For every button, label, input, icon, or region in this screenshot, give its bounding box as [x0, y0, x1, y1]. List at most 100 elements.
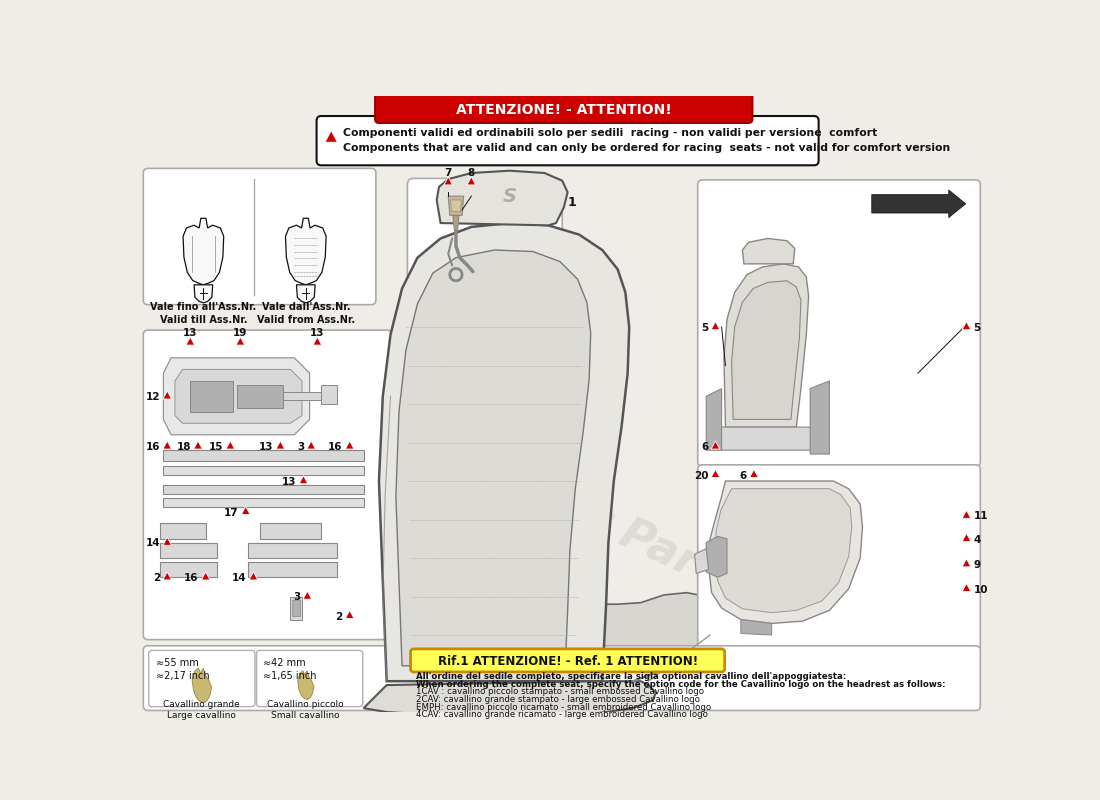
Text: Vale dall'Ass.Nr.
Valid from Ass.Nr.: Vale dall'Ass.Nr. Valid from Ass.Nr. — [256, 302, 355, 325]
Polygon shape — [194, 441, 202, 449]
Polygon shape — [871, 190, 966, 218]
FancyBboxPatch shape — [407, 178, 562, 298]
Polygon shape — [711, 441, 719, 449]
Text: 3: 3 — [294, 592, 300, 602]
Polygon shape — [449, 196, 464, 215]
FancyBboxPatch shape — [143, 168, 376, 305]
Polygon shape — [345, 610, 354, 618]
Text: 13: 13 — [282, 477, 297, 486]
Polygon shape — [437, 170, 568, 226]
Polygon shape — [741, 619, 772, 635]
Text: Passion for Parts: Passion for Parts — [348, 387, 749, 606]
Polygon shape — [378, 223, 629, 682]
Polygon shape — [163, 485, 363, 494]
Text: 6: 6 — [740, 470, 747, 481]
Text: 1 1 0 0 5: 1 1 0 0 5 — [416, 362, 604, 477]
Polygon shape — [742, 238, 794, 264]
Polygon shape — [302, 591, 311, 599]
Polygon shape — [163, 391, 172, 399]
Polygon shape — [962, 322, 971, 330]
Polygon shape — [810, 381, 829, 454]
Polygon shape — [163, 450, 363, 461]
Polygon shape — [201, 572, 210, 580]
Text: S: S — [503, 186, 517, 206]
FancyBboxPatch shape — [256, 650, 363, 706]
Polygon shape — [711, 470, 719, 478]
Text: 1CAV : cavallino piccolo stampato - small embossed Cavallino logo: 1CAV : cavallino piccolo stampato - smal… — [416, 687, 704, 696]
Polygon shape — [236, 337, 244, 345]
Polygon shape — [451, 200, 461, 211]
Polygon shape — [160, 562, 218, 578]
Text: 10: 10 — [974, 585, 988, 594]
Polygon shape — [307, 441, 316, 449]
Text: Componenti validi ed ordinabili solo per sedili  racing - non validi per version: Componenti validi ed ordinabili solo per… — [343, 128, 877, 138]
Polygon shape — [163, 466, 363, 475]
Polygon shape — [345, 441, 354, 449]
Text: 7: 7 — [444, 168, 452, 178]
Text: 6: 6 — [702, 442, 708, 452]
Text: All'ordine del sedile completo, specificare la sigla optional cavallino dell'app: All'ordine del sedile completo, specific… — [416, 672, 846, 681]
FancyBboxPatch shape — [143, 330, 392, 640]
Polygon shape — [175, 370, 301, 423]
FancyBboxPatch shape — [317, 116, 818, 166]
Text: 17: 17 — [224, 507, 239, 518]
Text: 4: 4 — [974, 534, 981, 545]
Polygon shape — [283, 393, 321, 400]
Text: 13: 13 — [258, 442, 274, 452]
Polygon shape — [962, 558, 971, 567]
FancyBboxPatch shape — [143, 646, 980, 710]
Polygon shape — [249, 572, 257, 580]
Polygon shape — [321, 385, 337, 404]
Polygon shape — [326, 130, 338, 142]
Polygon shape — [962, 583, 971, 591]
Polygon shape — [292, 600, 300, 616]
Polygon shape — [962, 510, 971, 518]
Text: 13: 13 — [183, 328, 198, 338]
Polygon shape — [276, 441, 285, 449]
Text: 15: 15 — [209, 442, 223, 452]
Text: ≈42 mm
≈1,65 inch: ≈42 mm ≈1,65 inch — [264, 658, 317, 682]
Polygon shape — [286, 218, 326, 285]
Text: 4CAV: cavallino grande ricamato - large embroidered Cavallino logo: 4CAV: cavallino grande ricamato - large … — [416, 710, 707, 719]
Text: Cavallino grande
Large cavallino: Cavallino grande Large cavallino — [164, 700, 240, 720]
Polygon shape — [163, 538, 172, 546]
Polygon shape — [226, 441, 234, 449]
Polygon shape — [444, 177, 452, 185]
Text: 2CAV: cavallino grande stampato - large embossed Cavallino logo: 2CAV: cavallino grande stampato - large … — [416, 695, 700, 704]
Text: 20: 20 — [694, 470, 708, 481]
Text: 19: 19 — [233, 328, 248, 338]
Text: When ordering the complete seat, specify the option code for the Cavallino logo : When ordering the complete seat, specify… — [416, 680, 945, 689]
Polygon shape — [249, 542, 337, 558]
Polygon shape — [708, 481, 862, 623]
Text: 18: 18 — [177, 442, 191, 452]
Polygon shape — [236, 385, 283, 408]
Polygon shape — [732, 281, 801, 419]
Text: 3: 3 — [297, 442, 305, 452]
Text: 8: 8 — [468, 168, 475, 178]
Polygon shape — [163, 572, 172, 580]
Text: 1: 1 — [568, 196, 576, 209]
Polygon shape — [163, 441, 172, 449]
Polygon shape — [260, 523, 321, 538]
FancyBboxPatch shape — [697, 465, 980, 651]
Polygon shape — [706, 537, 727, 578]
Polygon shape — [241, 506, 250, 514]
Polygon shape — [194, 285, 212, 303]
FancyBboxPatch shape — [375, 94, 752, 123]
Text: 14: 14 — [145, 538, 161, 548]
Polygon shape — [183, 218, 223, 285]
Text: 13: 13 — [310, 328, 324, 338]
Text: 16: 16 — [328, 442, 343, 452]
Text: Components that are valid and can only be ordered for racing  seats - not valid : Components that are valid and can only b… — [343, 143, 950, 154]
Polygon shape — [363, 682, 656, 718]
Polygon shape — [749, 470, 758, 478]
Text: 5: 5 — [702, 322, 708, 333]
Text: 9: 9 — [974, 560, 980, 570]
Polygon shape — [715, 489, 851, 613]
Text: 5: 5 — [974, 322, 980, 333]
Polygon shape — [717, 427, 814, 450]
Text: Vale fino all'Ass.Nr.
Valid till Ass.Nr.: Vale fino all'Ass.Nr. Valid till Ass.Nr. — [151, 302, 256, 325]
Text: Rif.1 ATTENZIONE! - Ref. 1 ATTENTION!: Rif.1 ATTENZIONE! - Ref. 1 ATTENTION! — [438, 654, 697, 668]
Polygon shape — [468, 177, 475, 185]
Text: 2: 2 — [153, 573, 161, 583]
